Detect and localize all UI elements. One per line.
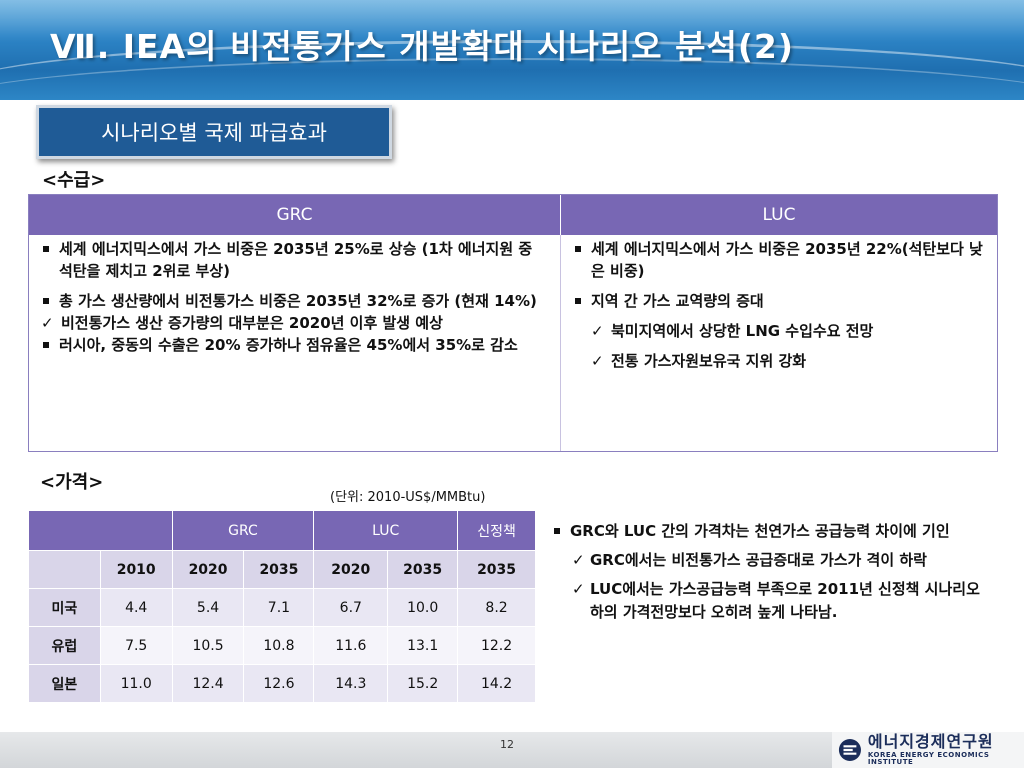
- table-cell: 10.5: [171, 626, 245, 665]
- list-item-text: 세계 에너지믹스에서 가스 비중은 2035년 25%로 상승 (1차 에너지원…: [59, 240, 533, 280]
- list-item: 총 가스 생산량에서 비전통가스 비중은 2035년 32%로 증가 (현재 1…: [39, 290, 550, 312]
- list-item: ✓ 비전통가스 생산 증가량의 대부분은 2020년 이후 발생 예상: [39, 312, 550, 334]
- list-item-text: 비전통가스 생산 증가량의 대부분은 2020년 이후 발생 예상: [61, 314, 443, 332]
- page-number: 12: [500, 738, 514, 751]
- table-cell: [28, 550, 101, 589]
- supply-col-grc: GRC: [29, 195, 561, 235]
- table-cell: 2035: [457, 550, 536, 589]
- table-cell: 7.5: [99, 626, 173, 665]
- bullet-square-icon: [575, 298, 581, 304]
- header-band: [0, 0, 1024, 100]
- institute-logo-icon: [838, 738, 861, 762]
- supply-table: GRC LUC 세계 에너지믹스에서 가스 비중은 2035년 25%로 상승 …: [28, 194, 998, 452]
- checkmark-icon: ✓: [41, 314, 54, 332]
- table-cell: 5.4: [171, 588, 245, 627]
- supply-table-header: GRC LUC: [29, 195, 997, 235]
- section-title-box: 시나리오별 국제 파급효과: [36, 105, 392, 159]
- price-group-luc: LUC: [313, 510, 459, 551]
- checkmark-icon: ✓: [591, 352, 604, 370]
- table-cell: 11.6: [313, 626, 389, 665]
- table-cell: 10.0: [387, 588, 459, 627]
- list-item-text: 러시아, 중동의 수출은 20% 증가하나 점유율은 45%에서 35%로 감소: [59, 336, 518, 354]
- logo-korean-name: 에너지경제연구원: [867, 732, 994, 751]
- bullet-square-icon: [43, 342, 49, 348]
- list-item-text: 지역 간 가스 교역량의 증대: [591, 292, 764, 310]
- table-row-header: 미국: [28, 588, 101, 627]
- table-cell: 2020: [171, 550, 245, 589]
- table-row: 미국 4.4 5.4 7.1 6.7 10.0 8.2: [28, 588, 536, 627]
- list-item: ✓ 전통 가스자원보유국 지위 강화: [571, 350, 987, 372]
- bullet-square-icon: [554, 528, 560, 534]
- table-cell: 15.2: [387, 664, 459, 703]
- list-item: ✓ LUC에서는 가스공급능력 부족으로 2011년 신정책 시나리오 하의 가…: [550, 578, 990, 624]
- table-cell: 2010: [99, 550, 173, 589]
- supply-table-body: 세계 에너지믹스에서 가스 비중은 2035년 25%로 상승 (1차 에너지원…: [29, 235, 997, 451]
- table-cell: 2035: [243, 550, 315, 589]
- price-unit-note: (단위: 2010-US$/MMBtu): [330, 490, 486, 505]
- price-group-grc: GRC: [171, 510, 315, 551]
- list-item-text: GRC와 LUC 간의 가격차는 천연가스 공급능력 차이에 기인: [570, 522, 950, 540]
- table-cell: 14.3: [313, 664, 389, 703]
- checkmark-icon: ✓: [572, 580, 585, 598]
- list-item-text: 세계 에너지믹스에서 가스 비중은 2035년 22%(석탄보다 낮은 비중): [591, 240, 983, 280]
- table-row: 일본 11.0 12.4 12.6 14.3 15.2 14.2: [28, 664, 536, 703]
- table-cell: 12.4: [171, 664, 245, 703]
- table-cell: 7.1: [243, 588, 315, 627]
- supply-col-luc: LUC: [762, 205, 796, 225]
- page-title: Ⅶ. IEA의 비전통가스 개발확대 시나리오 분석(2): [50, 27, 794, 66]
- table-row-header: 일본: [28, 664, 101, 703]
- institute-logo: 에너지경제연구원 KOREA ENERGY ECONOMICS INSTITUT…: [832, 732, 1024, 768]
- table-cell: 8.2: [457, 588, 536, 627]
- list-item: ✓ GRC에서는 비전통가스 공급증대로 가스가 격이 하락: [550, 549, 990, 572]
- checkmark-icon: ✓: [572, 551, 585, 569]
- header-wave: [0, 58, 1024, 100]
- price-heading: <가격>: [40, 472, 104, 493]
- supply-grc-cell: 세계 에너지믹스에서 가스 비중은 2035년 25%로 상승 (1차 에너지원…: [29, 235, 561, 451]
- list-item: 세계 에너지믹스에서 가스 비중은 2035년 22%(석탄보다 낮은 비중): [571, 238, 987, 282]
- list-item: ✓ 북미지역에서 상당한 LNG 수입수요 전망: [571, 320, 987, 342]
- table-cell: 11.0: [99, 664, 173, 703]
- bullet-square-icon: [43, 246, 49, 252]
- table-cell: 12.6: [243, 664, 315, 703]
- price-notes: GRC와 LUC 간의 가격차는 천연가스 공급능력 차이에 기인 ✓ GRC에…: [550, 520, 990, 624]
- list-item-text: 북미지역에서 상당한 LNG 수입수요 전망: [611, 322, 874, 340]
- supply-heading: <수급>: [42, 170, 106, 191]
- header-wave: [0, 40, 1024, 100]
- supply-luc-cell: 세계 에너지믹스에서 가스 비중은 2035년 22%(석탄보다 낮은 비중) …: [561, 235, 997, 451]
- price-year-row: 2010 2020 2035 2020 2035 2035: [28, 550, 536, 589]
- price-header-empty: [28, 510, 173, 551]
- price-header-row: GRC LUC 신정책: [28, 510, 536, 551]
- list-item: 러시아, 중동의 수출은 20% 증가하나 점유율은 45%에서 35%로 감소: [39, 334, 550, 356]
- bullet-square-icon: [43, 298, 49, 304]
- price-group-new-policy: 신정책: [457, 510, 536, 551]
- checkmark-icon: ✓: [591, 322, 604, 340]
- price-table: GRC LUC 신정책 2010 2020 2035 2020 2035 203…: [28, 510, 536, 703]
- list-item: 지역 간 가스 교역량의 증대: [571, 290, 987, 312]
- list-item-text: LUC에서는 가스공급능력 부족으로 2011년 신정책 시나리오 하의 가격전…: [590, 580, 980, 621]
- table-cell: 12.2: [457, 626, 536, 665]
- table-cell: 6.7: [313, 588, 389, 627]
- header-shine: [0, 0, 1024, 42]
- list-item-text: GRC에서는 비전통가스 공급증대로 가스가 격이 하락: [590, 551, 927, 569]
- list-item: GRC와 LUC 간의 가격차는 천연가스 공급능력 차이에 기인: [550, 520, 990, 543]
- table-cell: 13.1: [387, 626, 459, 665]
- table-cell: 14.2: [457, 664, 536, 703]
- list-item: 세계 에너지믹스에서 가스 비중은 2035년 25%로 상승 (1차 에너지원…: [39, 238, 550, 282]
- bullet-square-icon: [575, 246, 581, 252]
- table-cell: 10.8: [243, 626, 315, 665]
- table-row: 유럽 7.5 10.5 10.8 11.6 13.1 12.2: [28, 626, 536, 665]
- table-cell: 4.4: [99, 588, 173, 627]
- logo-english-name: KOREA ENERGY ECONOMICS INSTITUTE: [867, 751, 990, 766]
- list-item-text: 총 가스 생산량에서 비전통가스 비중은 2035년 32%로 증가 (현재 1…: [59, 292, 537, 310]
- table-cell: 2020: [313, 550, 389, 589]
- table-cell: 2035: [387, 550, 459, 589]
- list-item-text: 전통 가스자원보유국 지위 강화: [611, 352, 807, 370]
- table-row-header: 유럽: [28, 626, 101, 665]
